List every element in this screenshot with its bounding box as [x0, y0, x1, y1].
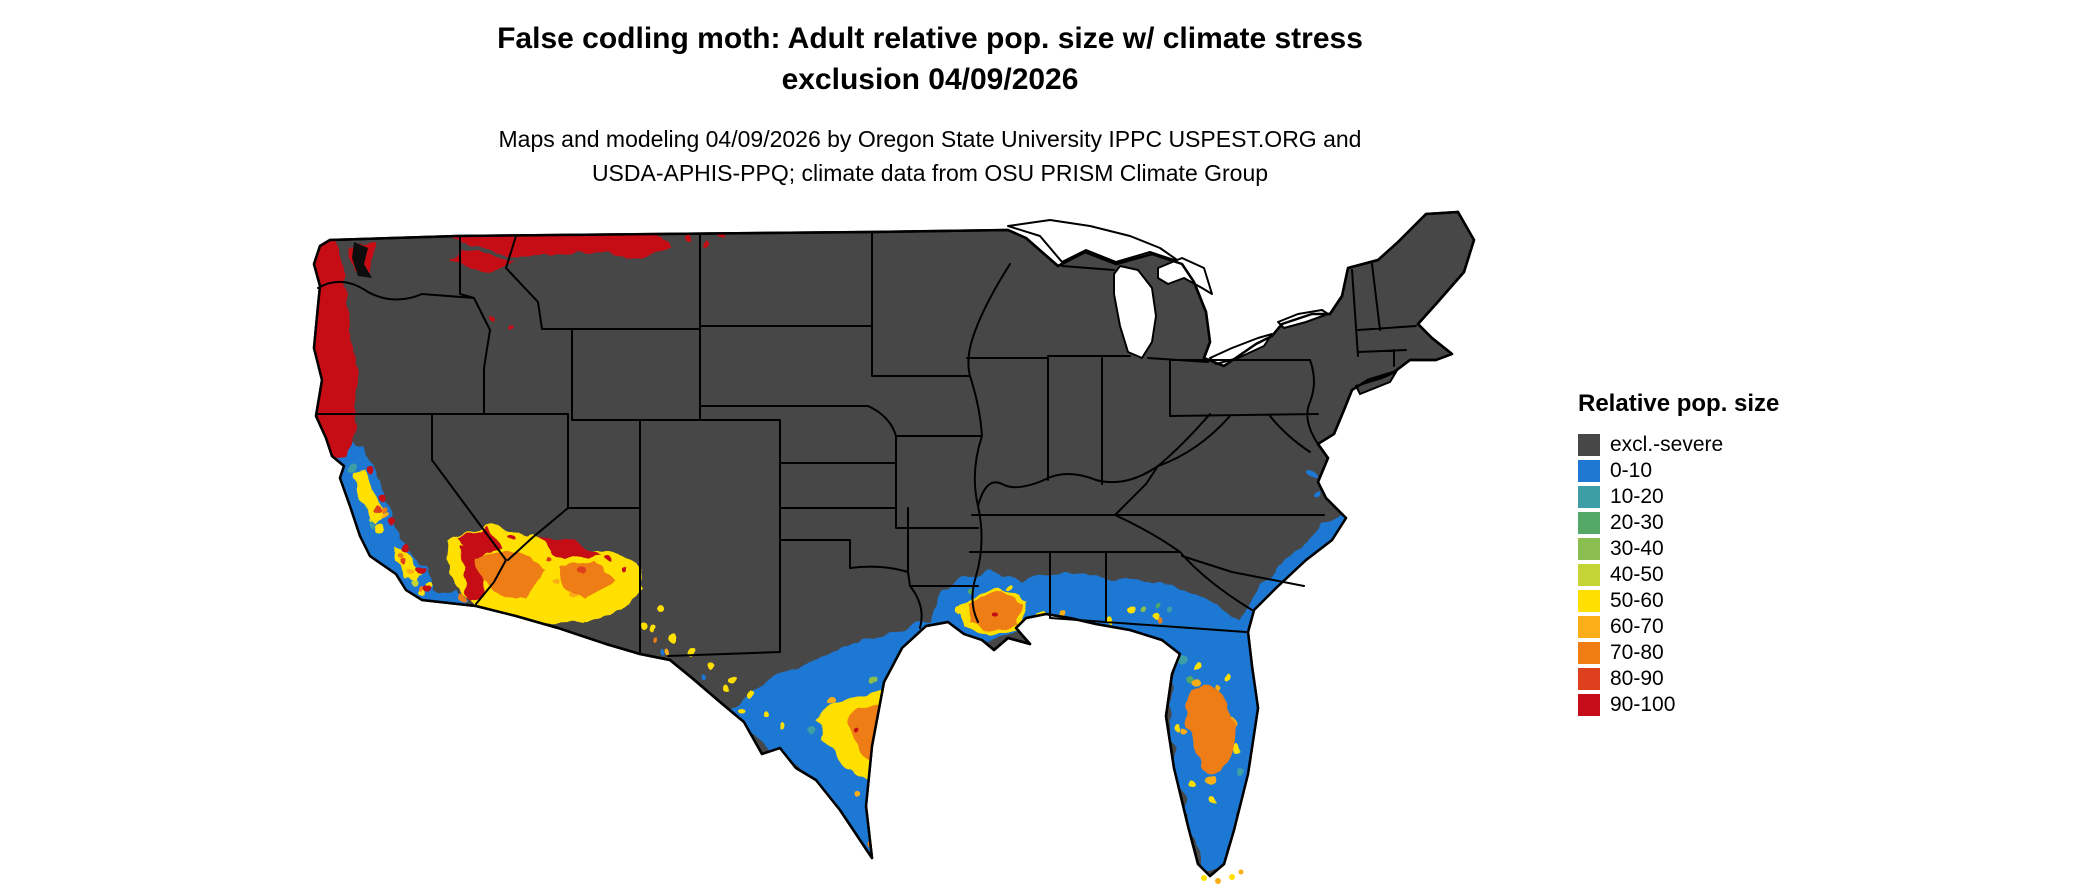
legend-label: 80-90 [1610, 667, 1664, 690]
legend-row: 0-10 [1578, 460, 1779, 482]
legend-row: 30-40 [1578, 538, 1779, 560]
legend-title: Relative pop. size [1578, 390, 1780, 417]
legend: Relative pop. size excl.-severe 0-10 10-… [1578, 390, 1779, 720]
legend-label: excl.-severe [1610, 433, 1724, 456]
lake-michigan [1113, 265, 1157, 359]
legend-label: 0-10 [1610, 459, 1653, 482]
legend-swatch [1578, 642, 1600, 664]
title-line-2: exclusion 04/09/2026 [781, 63, 1079, 96]
legend-label: 40-50 [1610, 563, 1664, 586]
legend-row: 50-60 [1578, 590, 1779, 612]
us-outline [312, 210, 1476, 878]
subtitle-line-2: USDA-APHIS-PPQ; climate data from OSU PR… [591, 160, 1269, 186]
great-lakes [1007, 219, 1329, 365]
legend-row: excl.-severe [1578, 434, 1779, 456]
legend-label: 60-70 [1610, 615, 1664, 638]
legend-label: 20-30 [1610, 511, 1664, 534]
legend-swatch [1578, 694, 1600, 716]
legend-swatch [1578, 434, 1600, 456]
us-map [310, 208, 1530, 890]
legend-swatch [1578, 486, 1600, 508]
lake-superior [1007, 219, 1181, 263]
state-borders [315, 231, 1417, 657]
florida-keys-speckles [1201, 869, 1244, 884]
legend-row: 80-90 [1578, 668, 1779, 690]
figure-title: False codling moth: Adult relative pop. … [230, 18, 1630, 100]
legend-label: 50-60 [1610, 589, 1664, 612]
legend-row: 70-80 [1578, 642, 1779, 664]
legend-swatch [1578, 590, 1600, 612]
title-line-1: False codling moth: Adult relative pop. … [497, 22, 1363, 55]
legend-swatch [1578, 616, 1600, 638]
legend-row: 60-70 [1578, 616, 1779, 638]
legend-row: 90-100 [1578, 694, 1779, 716]
legend-label: 10-20 [1610, 485, 1664, 508]
legend-swatch [1578, 460, 1600, 482]
legend-swatch [1578, 668, 1600, 690]
legend-swatch [1578, 512, 1600, 534]
puget-sound [352, 242, 372, 278]
legend-swatch [1578, 538, 1600, 560]
subtitle-line-1: Maps and modeling 04/09/2026 by Oregon S… [498, 126, 1362, 152]
legend-label: 70-80 [1610, 641, 1664, 664]
legend-swatch [1578, 564, 1600, 586]
lake-huron [1157, 257, 1213, 295]
us-map-svg [312, 210, 1476, 884]
legend-row: 40-50 [1578, 564, 1779, 586]
legend-row: 20-30 [1578, 512, 1779, 534]
legend-label: 30-40 [1610, 537, 1664, 560]
legend-label: 90-100 [1610, 693, 1676, 716]
figure-subtitle: Maps and modeling 04/09/2026 by Oregon S… [230, 122, 1630, 190]
legend-row: 10-20 [1578, 486, 1779, 508]
long-island [1354, 369, 1399, 396]
